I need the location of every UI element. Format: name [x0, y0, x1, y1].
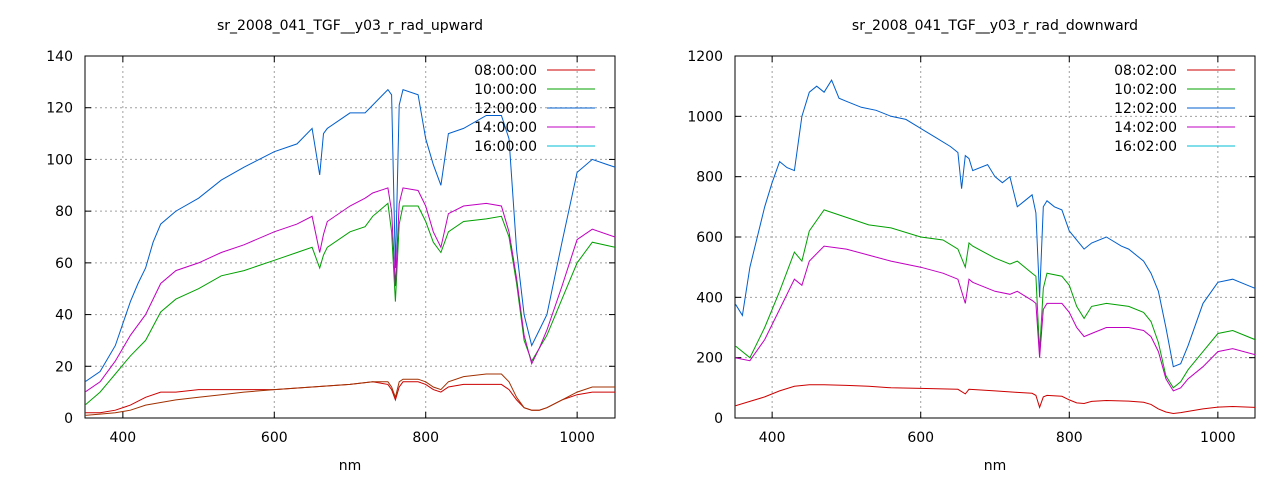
legend-label: 08:00:00: [474, 63, 537, 79]
series-line-14-02-00: [735, 245, 1255, 392]
y-tick-label: 1200: [687, 49, 723, 65]
legend-label: 10:02:00: [1114, 82, 1177, 98]
series-line-08-02-00: [735, 384, 1255, 415]
series-line-14-00-00: [85, 187, 615, 393]
legend-label: 14:00:00: [474, 120, 537, 136]
chart-title: sr_2008_041_TGF__y03_r_rad_upward: [217, 18, 483, 34]
x-tick-label: 400: [109, 430, 136, 446]
y-tick-label: 80: [55, 204, 73, 220]
x-axis-label: nm: [339, 458, 362, 474]
y-tick-label: 400: [696, 290, 723, 306]
chart-title: sr_2008_041_TGF__y03_r_rad_downward: [852, 18, 1138, 34]
x-tick-label: 1000: [559, 430, 595, 446]
series-line-10-02-00: [735, 209, 1255, 389]
y-tick-label: 100: [46, 152, 73, 168]
legend-label: 16:02:00: [1114, 139, 1177, 155]
legend-label: 08:02:00: [1114, 63, 1177, 79]
y-tick-label: 60: [55, 256, 73, 272]
x-tick-label: 800: [1056, 430, 1083, 446]
series-line-12-02-00: [735, 79, 1255, 368]
y-tick-label: 600: [696, 230, 723, 246]
series-line-unnamed-5: [85, 373, 615, 416]
y-tick-label: 20: [55, 359, 73, 375]
legend-label: 10:00:00: [474, 82, 537, 98]
x-tick-label: 400: [759, 430, 786, 446]
chart-panel-2: sr_2008_041_TGF__y03_r_rad_downward 400 60…: [687, 18, 1256, 474]
y-tick-label: 120: [46, 101, 73, 117]
legend-label: 14:02:00: [1114, 120, 1177, 136]
y-tick-label: 0: [64, 411, 73, 427]
legend-label: 12:02:00: [1114, 101, 1177, 117]
y-tick-label: 40: [55, 308, 73, 324]
x-tick-label: 600: [261, 430, 288, 446]
series-line-10-00-00: [85, 202, 615, 406]
y-tick-label: 200: [696, 351, 723, 367]
y-tick-label: 140: [46, 49, 73, 65]
series-line-08-00-00: [85, 381, 615, 414]
series-line-12-00-00: [85, 88, 615, 383]
legend-label: 12:00:00: [474, 101, 537, 117]
legend-label: 16:00:00: [474, 139, 537, 155]
y-tick-label: 1000: [687, 109, 723, 125]
x-tick-label: 1000: [1200, 430, 1236, 446]
y-tick-label: 800: [696, 170, 723, 186]
x-tick-label: 800: [412, 430, 439, 446]
x-tick-label: 600: [907, 430, 934, 446]
y-tick-label: 0: [714, 411, 723, 427]
x-axis-label: nm: [984, 458, 1007, 474]
